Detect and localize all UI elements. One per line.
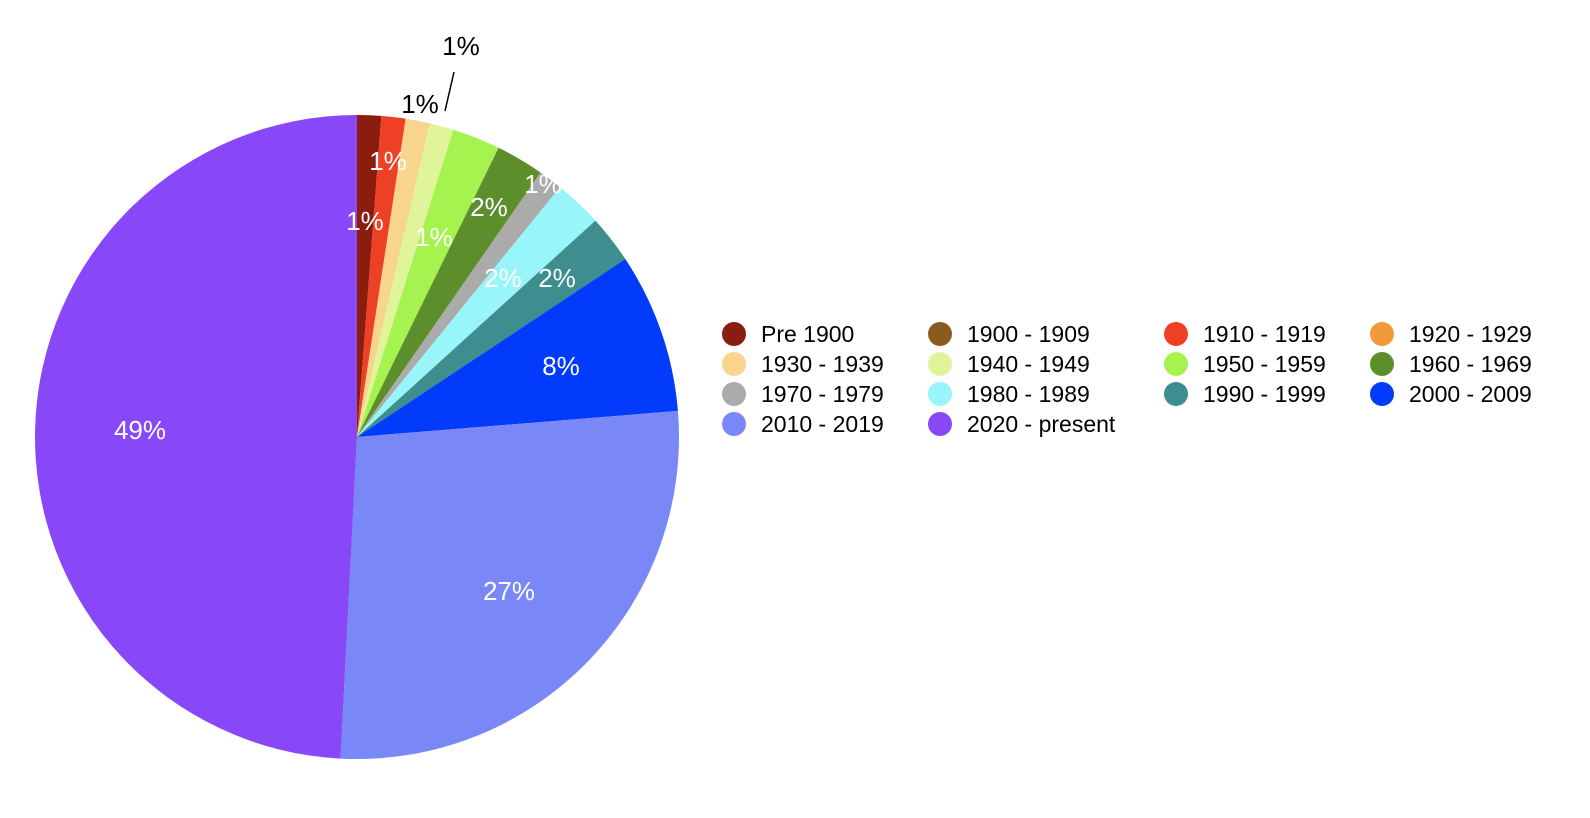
legend-label: 2000 - 2009 [1409,380,1532,407]
legend-item: 1980 - 1989 [928,381,1164,407]
data-label: 1% [415,222,453,252]
pie-slice-1910-1919 [357,115,406,438]
legend-item: 2010 - 2019 [722,411,928,437]
legend-swatch [722,322,746,346]
legend-label: 1990 - 1999 [1203,380,1326,407]
legend-swatch [1370,322,1394,346]
legend-label: 1940 - 1949 [967,350,1090,377]
legend-item: 1900 - 1909 [928,321,1164,347]
legend-item: 1940 - 1949 [928,351,1164,377]
data-label: 2% [538,263,576,293]
legend-label: 1980 - 1989 [967,380,1090,407]
legend: Pre 1900 1900 - 1909 1910 - 1919 1920 - 192… [722,321,1570,437]
legend-label: 1960 - 1969 [1409,350,1532,377]
legend-item: 1920 - 1929 [1370,321,1570,347]
legend-item: 1990 - 1999 [1164,381,1370,407]
legend-swatch [1164,322,1188,346]
data-label: 27% [483,576,535,606]
data-label: 1% [369,146,407,176]
data-label: 8% [542,351,580,381]
pie-slice-1950-1959 [357,129,499,437]
legend-label: 1920 - 1929 [1409,320,1532,347]
legend-swatch [928,412,952,436]
outside-data-label: 1% [401,89,439,119]
legend-swatch [928,322,952,346]
legend-swatch [1370,382,1394,406]
legend-label: 1910 - 1919 [1203,320,1326,347]
data-label: 1% [524,169,562,199]
legend-swatch [928,352,952,376]
pie-slice-1920-1929 [357,118,406,438]
legend-item: 1970 - 1979 [722,381,928,407]
legend-item: 1910 - 1919 [1164,321,1370,347]
pie-slice-2000-2009 [357,259,678,437]
legend-label: 1900 - 1909 [967,320,1090,347]
legend-swatch [722,352,746,376]
pie-slice-1930-1939 [357,118,430,438]
pie-slice-2020-present [35,115,357,759]
outside-data-label: 1% [442,31,480,61]
legend-item: 2000 - 2009 [1370,381,1570,407]
legend-swatch [1164,382,1188,406]
legend-swatch [722,412,746,436]
pie-slice-1970-1979 [357,172,561,437]
legend-item: 1960 - 1969 [1370,351,1570,377]
legend-item: 1930 - 1939 [722,351,928,377]
legend-label: Pre 1900 [761,320,855,347]
leader-line [444,71,455,112]
pie-slice-2010-2019 [340,410,679,759]
pie-slice-1940-1949 [357,123,454,438]
data-label: 49% [114,415,166,445]
leader-lines [444,71,455,112]
pie-slice-pre1900 [357,114,382,437]
data-label: 2% [484,263,522,293]
legend-label: 1970 - 1979 [761,380,884,407]
legend-swatch [1370,352,1394,376]
pie-slices [35,114,679,759]
legend-label: 2020 - present [967,410,1116,437]
legend-item: 1950 - 1959 [1164,351,1370,377]
legend-item: 2020 - present [928,411,1164,437]
legend-label: 1930 - 1939 [761,350,884,377]
pie-slice-1990-1999 [357,220,626,437]
legend-swatch [1164,352,1188,376]
slice-labels: 1%1%1%2%1%2% 2%8%27%49%1%1% [114,31,580,606]
legend-swatch [722,382,746,406]
legend-label: 1950 - 1959 [1203,350,1326,377]
legend-label: 2010 - 2019 [761,410,884,437]
legend-item: Pre 1900 [722,321,928,347]
data-label: 1% [346,206,384,236]
data-label: 2% [470,192,508,222]
pie-slice-1960-1969 [357,147,541,437]
pie-slice-1980-1989 [357,187,596,437]
legend-swatch [928,382,952,406]
